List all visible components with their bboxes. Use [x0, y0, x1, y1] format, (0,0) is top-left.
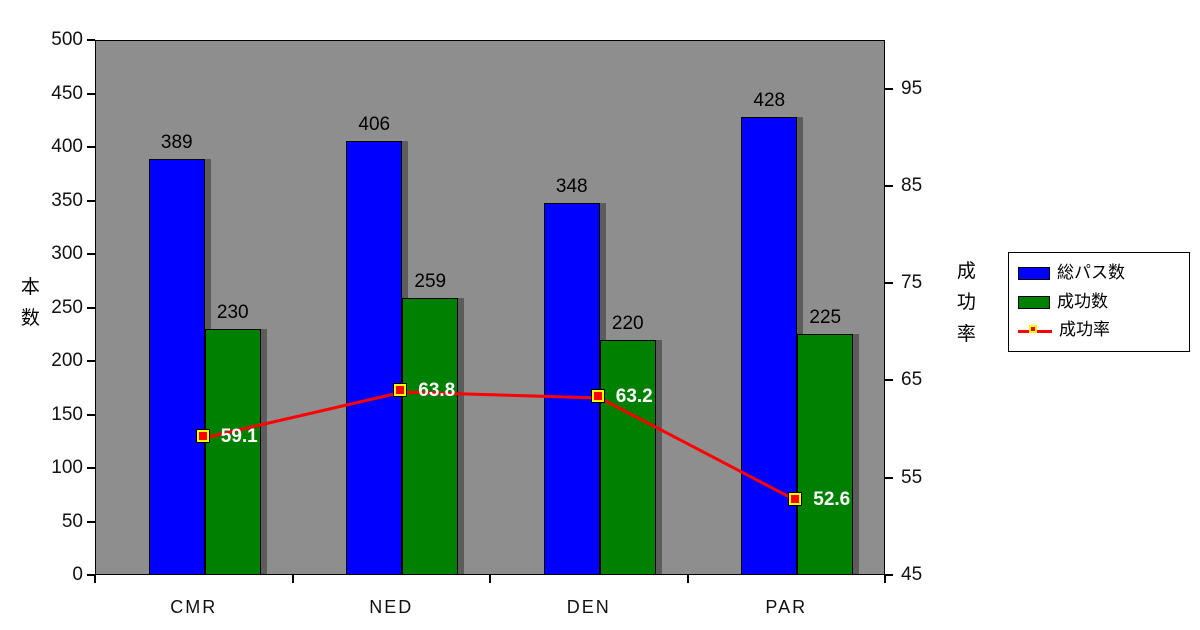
left-axis-tick	[87, 520, 95, 523]
left-axis-tick	[87, 146, 95, 148]
left-axis-tick-label: 500	[51, 29, 83, 50]
left-axis-tick-label: 100	[51, 457, 83, 478]
bar-value-label: 225	[809, 307, 842, 329]
x-axis-category-label: CMR	[170, 597, 218, 617]
legend-item: 成功数	[1018, 291, 1180, 312]
left-axis-tick-label: 300	[51, 243, 83, 264]
left-axis-tick-label: 50	[61, 510, 83, 532]
right-axis-tick-label: 85	[901, 174, 923, 196]
x-axis-category-label: NED	[369, 597, 414, 617]
left-axis-tick	[87, 253, 95, 255]
legend-item: 成功率	[1018, 321, 1180, 340]
x-axis-tick	[489, 575, 491, 583]
left-axis-tick	[87, 360, 95, 362]
line-value-label: 52.6	[813, 489, 851, 511]
right-axis-tick	[885, 87, 893, 90]
legend-label: 成功数	[1057, 291, 1108, 311]
right-axis-tick	[885, 282, 893, 285]
right-axis-tick	[885, 574, 893, 576]
right-axis-tick-label: 65	[901, 369, 923, 391]
right-axis-tick-label: 95	[901, 77, 923, 99]
bar-value-label: 428	[753, 90, 786, 112]
left-axis-tick	[87, 306, 95, 309]
right-axis-tick-label: 45	[901, 564, 923, 585]
legend-swatch	[1018, 266, 1050, 280]
x-axis-tick	[884, 575, 886, 583]
left-axis-tick	[87, 199, 95, 202]
legend-item: 総パス数	[1018, 263, 1180, 283]
bar-value-label: 406	[358, 113, 391, 135]
bar-successes	[797, 334, 854, 575]
x-axis-tick	[94, 575, 96, 583]
right-axis-tick-label: 75	[901, 272, 923, 294]
line-marker	[591, 389, 604, 402]
bar-value-label: 220	[611, 312, 644, 334]
left-axis-title: 本数	[20, 277, 40, 330]
right-axis-tick	[885, 184, 893, 187]
legend-swatch	[1018, 295, 1050, 309]
bar-value-label: 348	[555, 175, 588, 197]
bar-total-passes	[543, 202, 600, 575]
left-axis-tick-label: 350	[51, 189, 83, 211]
line-marker	[394, 384, 407, 397]
bar-value-label: 389	[160, 131, 193, 153]
legend-line-marker	[1029, 324, 1037, 333]
legend: 総パス数成功数成功率	[1008, 252, 1190, 353]
x-axis-tick	[686, 575, 689, 583]
line-marker	[196, 429, 209, 442]
left-axis-tick	[87, 39, 95, 41]
legend-label: 総パス数	[1057, 263, 1125, 282]
left-axis-tick-label: 250	[51, 296, 83, 318]
line-value-label: 63.8	[418, 380, 456, 402]
left-axis-tick-label: 150	[51, 403, 83, 425]
x-axis-category-label: DEN	[566, 597, 611, 617]
right-axis-title: 成功率	[956, 261, 976, 345]
bar-total-passes	[346, 140, 403, 575]
left-axis-tick-label: 200	[51, 350, 83, 371]
left-axis-tick-label: 400	[51, 136, 83, 157]
legend-label: 成功率	[1059, 320, 1110, 340]
left-axis-tick	[87, 92, 95, 95]
right-axis-tick	[885, 379, 893, 382]
bar-total-passes	[148, 158, 205, 575]
bar-successes	[599, 339, 656, 575]
left-axis-tick-label: 450	[51, 82, 83, 104]
left-axis-tick	[87, 467, 95, 469]
line-value-label: 59.1	[220, 425, 258, 447]
bar-successes	[204, 328, 261, 575]
bar-total-passes	[741, 117, 798, 575]
left-axis-tick	[87, 413, 95, 416]
right-axis-tick	[885, 476, 893, 479]
bar-value-label: 259	[414, 270, 447, 292]
x-axis-category-label: PAR	[765, 597, 808, 617]
left-axis-tick-label: 0	[72, 564, 83, 585]
right-axis-tick-label: 55	[901, 466, 923, 488]
bar-successes	[402, 297, 459, 575]
line-value-label: 63.2	[615, 385, 653, 407]
legend-line-sample	[1018, 324, 1052, 338]
x-axis-tick	[291, 575, 294, 583]
left-axis-tick	[87, 574, 95, 576]
bar-value-label: 230	[216, 301, 249, 323]
line-marker	[789, 493, 802, 506]
